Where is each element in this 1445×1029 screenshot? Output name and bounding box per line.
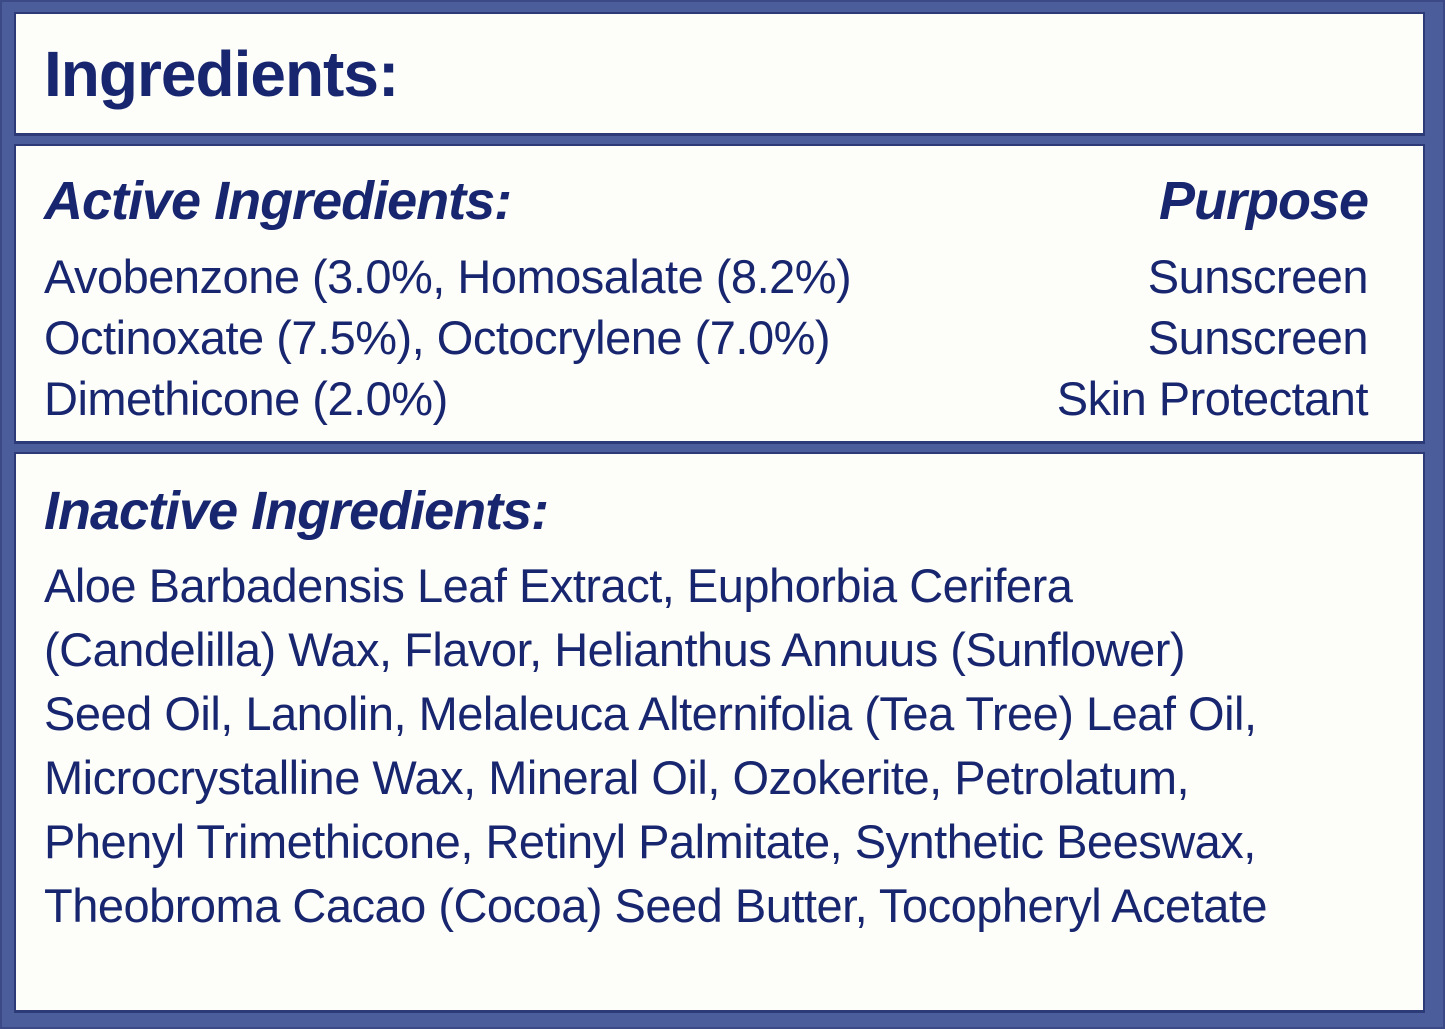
active-ingredient-purpose: Sunscreen xyxy=(1147,311,1369,364)
active-ingredient-row: Avobenzone (3.0%, Homosalate (8.2%) Suns… xyxy=(44,246,1369,307)
inactive-ingredients-line: Microcrystalline Wax, Mineral Oil, Ozoke… xyxy=(44,751,1190,804)
active-ingredient-purpose: Sunscreen xyxy=(1147,250,1369,303)
ingredients-heading: Ingredients: xyxy=(44,37,399,110)
active-ingredient-name: Octinoxate (7.5%), Octocrylene (7.0%) xyxy=(44,311,831,364)
active-ingredients-header-row: Active Ingredients: Purpose xyxy=(44,170,1369,232)
ingredients-title-panel: Ingredients: xyxy=(14,12,1425,136)
active-ingredients-heading: Active Ingredients: xyxy=(44,171,512,231)
active-ingredient-row: Dimethicone (2.0%) Skin Protectant xyxy=(44,368,1369,429)
inactive-ingredients-line: Aloe Barbadensis Leaf Extract, Euphorbia… xyxy=(44,559,1073,612)
inactive-ingredients-line: Theobroma Cacao (Cocoa) Seed Butter, Toc… xyxy=(44,879,1268,932)
active-ingredient-name: Dimethicone (2.0%) xyxy=(44,372,448,425)
inactive-ingredients-heading: Inactive Ingredients: xyxy=(44,481,549,541)
active-ingredient-purpose: Skin Protectant xyxy=(1056,372,1369,425)
active-ingredients-panel: Active Ingredients: Purpose Avobenzone (… xyxy=(14,144,1425,444)
active-ingredient-row: Octinoxate (7.5%), Octocrylene (7.0%) Su… xyxy=(44,307,1369,368)
purpose-heading: Purpose xyxy=(1158,171,1369,231)
inactive-ingredients-line: Seed Oil, Lanolin, Melaleuca Alternifoli… xyxy=(44,687,1257,740)
inactive-ingredients-text: Aloe Barbadensis Leaf Extract, Euphorbia… xyxy=(44,554,1393,938)
inactive-ingredients-line: (Candelilla) Wax, Flavor, Helianthus Ann… xyxy=(44,623,1186,676)
inactive-ingredients-panel: Inactive Ingredients: Aloe Barbadensis L… xyxy=(14,452,1425,1013)
inactive-ingredients-line: Phenyl Trimethicone, Retinyl Palmitate, … xyxy=(44,815,1256,868)
active-ingredient-name: Avobenzone (3.0%, Homosalate (8.2%) xyxy=(44,250,852,303)
